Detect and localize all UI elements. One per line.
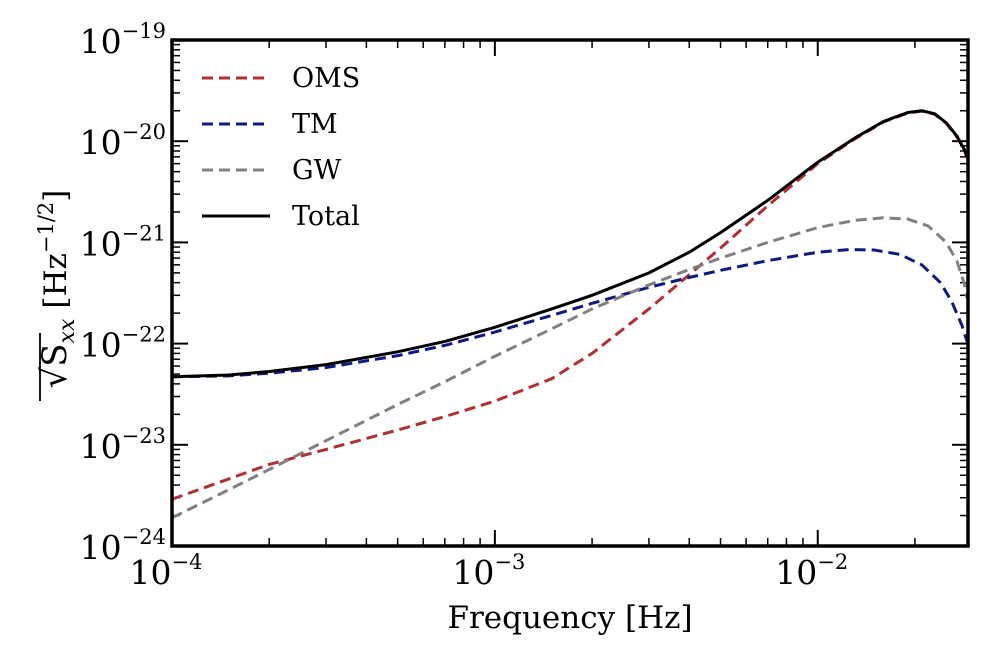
- legend-label: GW: [292, 155, 342, 186]
- y-tick-label: 10−23: [80, 424, 166, 466]
- y-tick-label: 10−21: [80, 221, 166, 263]
- series-line-total: [172, 109, 968, 379]
- x-tick-label: 10−4: [130, 550, 203, 592]
- legend-label: TM: [292, 109, 338, 140]
- series-layer: [172, 109, 968, 520]
- plot-frame: [170, 38, 970, 548]
- legend-label: Total: [292, 201, 360, 232]
- y-tick-label: 10−22: [80, 323, 166, 365]
- y-tick-label: 10−19: [80, 19, 166, 61]
- legend: OMS TM GW Total: [202, 63, 360, 232]
- y-label-unit-exponent: −1/2: [34, 202, 58, 253]
- legend-item-gw: GW: [202, 155, 342, 186]
- y-label-base: √S: [35, 343, 75, 388]
- tick-labels: 10−4 10−3 10−2 10−24 10−23 10−22 10−21 10−20 10−…: [80, 19, 849, 592]
- x-tick-label: 10−3: [452, 550, 525, 592]
- y-label-unit-open: [Hz: [38, 253, 74, 308]
- svg-text:√Sxx[Hz−1/2]: √Sxx [Hz−1/2]: [34, 190, 80, 389]
- legend-item-oms: OMS: [202, 63, 360, 94]
- y-tick-label: 10−20: [80, 120, 166, 162]
- y-axis-label: √Sxx [Hz−1/2]: [34, 190, 80, 401]
- y-tick-label: 10−24: [80, 525, 166, 567]
- legend-item-total: Total: [202, 201, 360, 232]
- y-label-subscript: xx: [55, 318, 80, 343]
- x-axis-label: Frequency [Hz]: [447, 600, 692, 636]
- legend-label: OMS: [292, 63, 360, 94]
- legend-item-tm: TM: [202, 109, 338, 140]
- series-line-gw: [172, 216, 968, 520]
- y-label-unit-close: ]: [38, 190, 74, 202]
- series-line-tm: [172, 248, 968, 379]
- x-tick-label: 10−2: [775, 550, 848, 592]
